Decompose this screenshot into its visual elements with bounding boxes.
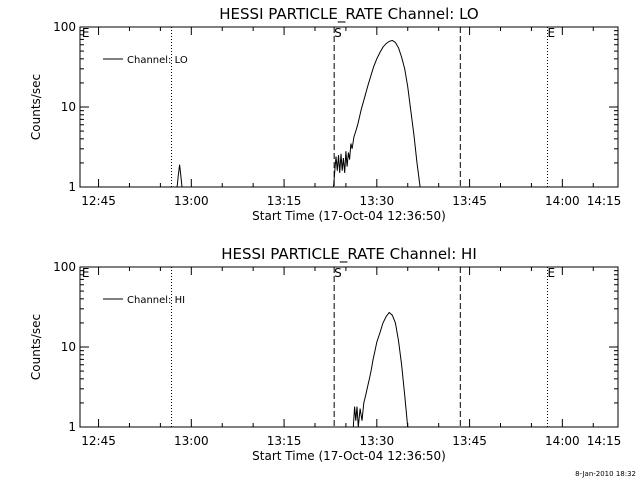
y-tick-label: 1	[68, 180, 76, 194]
y-tick-label: 1	[68, 420, 76, 434]
x-axis-label: Start Time (17-Oct-04 12:36:50)	[252, 449, 446, 463]
x-tick-label: 14:15	[587, 434, 622, 448]
plot-frame	[79, 266, 619, 428]
x-tick-label: 14:00	[545, 434, 580, 448]
x-axis-label: Start Time (17-Oct-04 12:36:50)	[252, 209, 446, 223]
event-marker-label: E	[548, 26, 556, 40]
x-tick-label: 13:00	[174, 434, 209, 448]
chart-panel-lo: HESSI PARTICLE_RATE Channel: LO Start Tim…	[29, 5, 621, 223]
event-marker-label: S	[334, 26, 342, 40]
series-line	[333, 39, 421, 188]
x-tick-label: 13:30	[360, 194, 395, 208]
series-line	[352, 311, 409, 428]
legend-label: Channel: LO	[127, 55, 188, 66]
y-tick-label: 10	[61, 100, 76, 114]
y-tick-label: 100	[53, 20, 76, 34]
event-marker-label: S	[334, 266, 342, 280]
y-tick-label: 10	[61, 340, 76, 354]
x-tick-label: 13:45	[452, 434, 487, 448]
x-tick-label: 13:00	[174, 194, 209, 208]
x-tick-label: 13:30	[360, 434, 395, 448]
chart-panel-hi: HESSI PARTICLE_RATE Channel: HI Start Tim…	[29, 245, 621, 463]
chart-title: HESSI PARTICLE_RATE Channel: LO	[219, 5, 478, 24]
footer-timestamp: 8-Jan-2010 18:32	[575, 470, 636, 478]
x-tick-label: 14:15	[587, 194, 622, 208]
chart-title: HESSI PARTICLE_RATE Channel: HI	[221, 245, 477, 264]
x-tick-label: 12:45	[81, 194, 116, 208]
event-marker-label: E	[548, 266, 556, 280]
x-tick-label: 13:15	[267, 434, 302, 448]
x-tick-label: 12:45	[81, 434, 116, 448]
x-tick-label: 14:00	[545, 194, 580, 208]
y-tick-label: 100	[53, 260, 76, 274]
event-marker-label: E	[82, 266, 90, 280]
event-marker-label: E	[82, 26, 90, 40]
legend-label: Channel: HI	[127, 295, 185, 306]
x-tick-label: 13:15	[267, 194, 302, 208]
y-axis-label: Counts/sec	[29, 74, 43, 140]
plot-frame	[79, 26, 619, 188]
x-tick-label: 13:45	[452, 194, 487, 208]
series-line	[176, 164, 183, 188]
y-axis-label: Counts/sec	[29, 314, 43, 380]
